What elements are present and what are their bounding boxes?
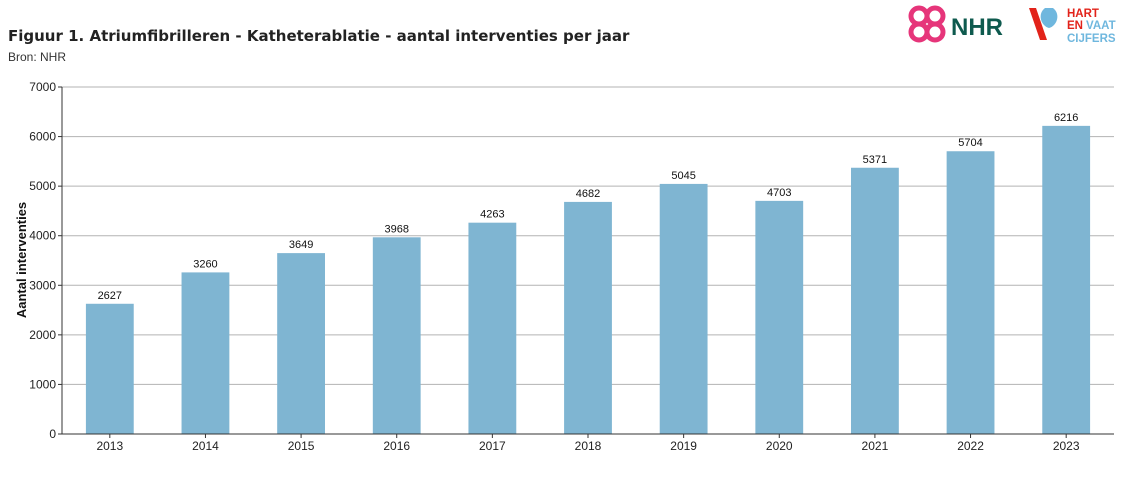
nhr-logo-text: NHR	[951, 14, 1003, 41]
y-axis: 0 1000 2000 3000 4000 5000 6000 7000	[29, 80, 63, 441]
x-axis: 2013 2014 2015 2016 2017 2018 2019 2020 2021 2022…	[62, 433, 1114, 453]
hart-en-vaat-cijfers-logo: HART EN VAAT CIJFERS	[1029, 8, 1116, 45]
data-label-2020: 4703	[767, 187, 791, 199]
data-label-2014: 3260	[193, 258, 217, 270]
hart-drop-icon	[1040, 8, 1058, 28]
nhr-knot-icon	[908, 5, 946, 43]
bar-2022	[946, 151, 995, 434]
data-label-2016: 3968	[384, 223, 408, 235]
y-tick-label: 1000	[29, 377, 56, 391]
bar-2013	[85, 303, 134, 434]
y-tick-label: 7000	[29, 80, 56, 94]
data-label-2022: 5704	[958, 137, 982, 149]
data-label-2019: 5045	[671, 170, 695, 182]
y-axis-label: Aantal interventies	[14, 202, 29, 318]
nhr-logo: NHR	[908, 5, 1003, 43]
logos: NHR HART EN VAAT CIJFERS	[908, 5, 1116, 45]
x-tick-label-2017: 2017	[479, 439, 506, 453]
chart-title: Figuur 1. Atriumfibrilleren - Katheterab…	[8, 27, 630, 45]
data-label-2018: 4682	[576, 188, 600, 200]
bar-2023	[1042, 125, 1091, 434]
y-tick-label: 5000	[29, 179, 56, 193]
bar-2018	[564, 201, 612, 434]
x-tick-label-2023: 2023	[1053, 439, 1080, 453]
data-label-2013: 2627	[98, 290, 122, 302]
x-tick-label-2016: 2016	[383, 439, 410, 453]
x-tick-label-2013: 2013	[96, 439, 123, 453]
y-tick-label: 0	[49, 427, 56, 441]
bar-2014	[181, 272, 230, 434]
hart-v-icon	[1029, 8, 1047, 40]
x-tick-label-2014: 2014	[192, 439, 219, 453]
hart-line-1: HART	[1067, 8, 1099, 20]
data-label-2021: 5371	[863, 154, 887, 166]
data-label-2023: 6216	[1054, 112, 1078, 124]
data-label-2017: 4263	[480, 209, 504, 221]
x-tick-label-2018: 2018	[575, 439, 602, 453]
x-tick-label-2022: 2022	[957, 439, 984, 453]
y-tick-label: 2000	[29, 328, 56, 342]
bar-2020	[755, 200, 804, 434]
y-tick-label: 3000	[29, 278, 56, 292]
hart-line-3: CIJFERS	[1067, 33, 1116, 45]
bars: 2627 3260 3649 3968 4263 4682 5045 4703 5371 5704…	[85, 112, 1091, 434]
hart-line-2a: EN	[1067, 20, 1083, 32]
x-tick-label-2015: 2015	[288, 439, 315, 453]
data-label-2015: 3649	[289, 239, 313, 251]
x-tick-label-2021: 2021	[862, 439, 889, 453]
y-tick-label: 6000	[29, 130, 56, 144]
x-tick-label-2019: 2019	[670, 439, 697, 453]
chart-source: Bron: NHR	[8, 50, 67, 64]
y-tick-label: 4000	[29, 229, 56, 243]
hart-line-2b: VAAT	[1086, 20, 1116, 32]
bar-2021	[851, 167, 899, 434]
bar-2016	[372, 237, 421, 434]
x-tick-label-2020: 2020	[766, 439, 793, 453]
bar-2017	[468, 222, 517, 434]
bar-2019	[659, 183, 708, 434]
bar-2015	[277, 253, 325, 434]
